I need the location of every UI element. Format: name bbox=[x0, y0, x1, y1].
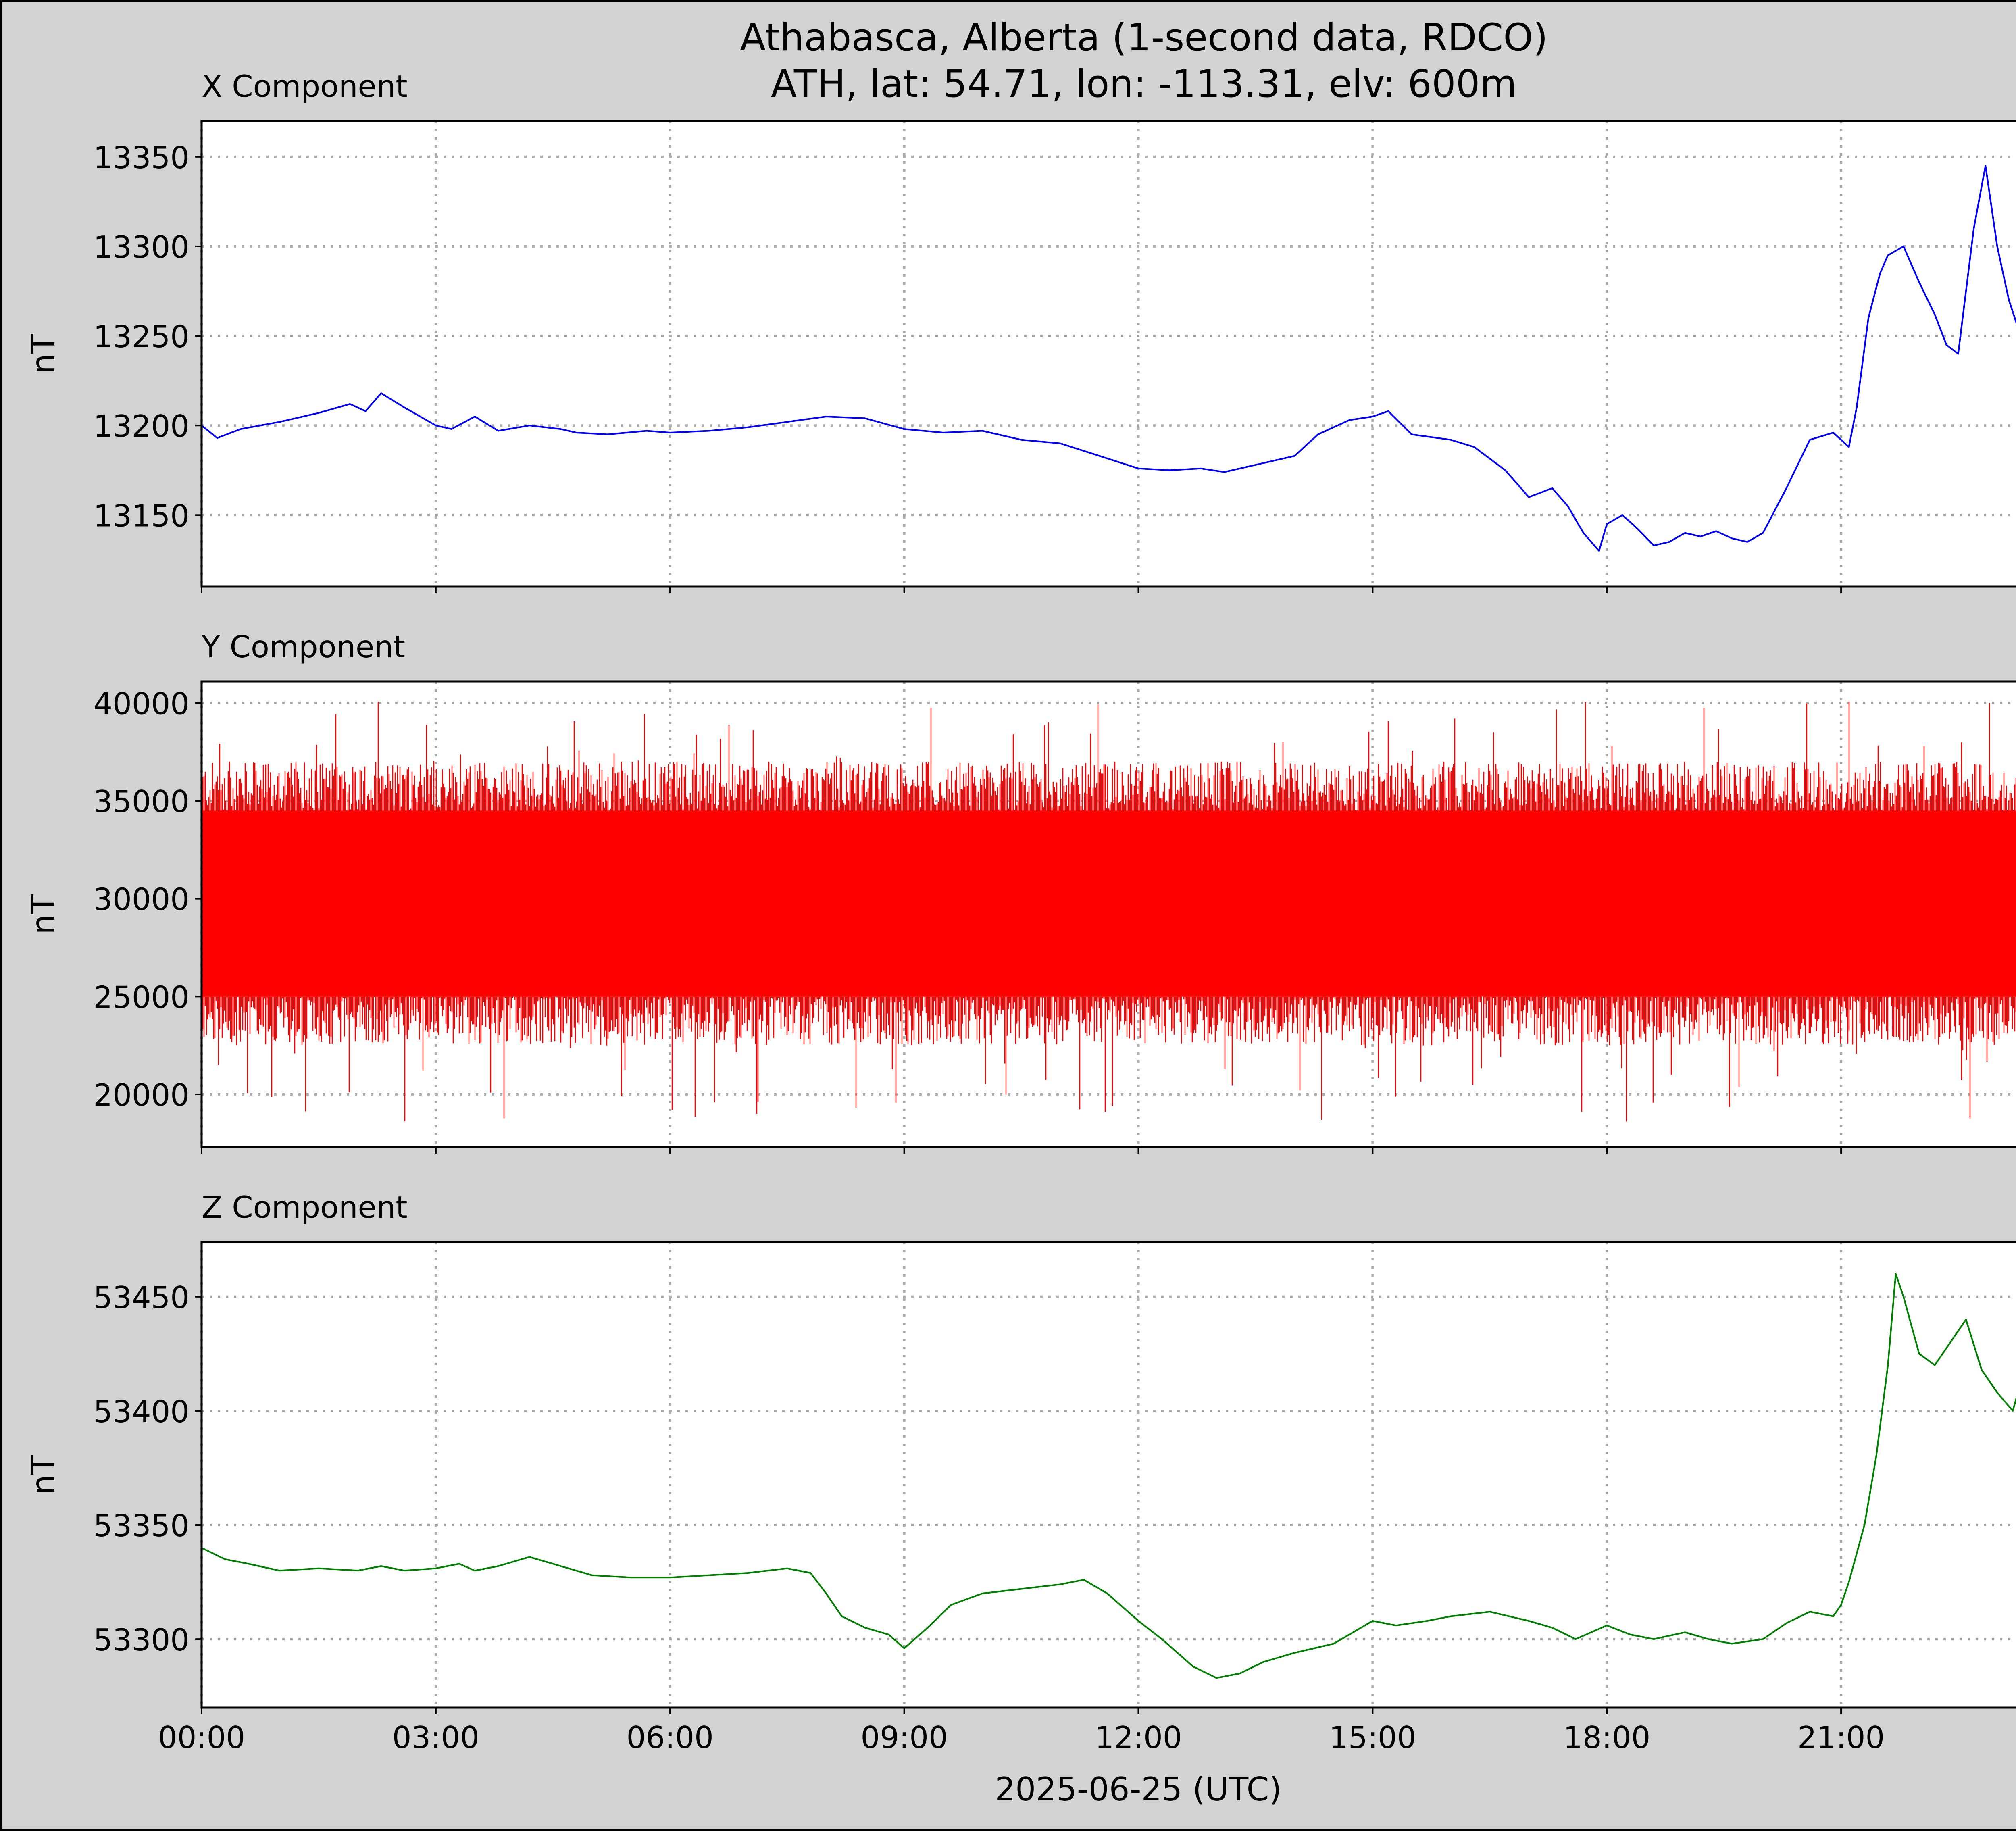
panel-x-series-line bbox=[201, 165, 2016, 552]
y-tick-label: 13250 bbox=[93, 319, 190, 354]
panel-y-series-band bbox=[201, 702, 2016, 1122]
panel-y-ylabel: nT bbox=[25, 894, 62, 935]
panel-x: 13150 13200 13250 13300 13350 X Component nT bbox=[25, 69, 2016, 593]
x-tick-label: 03:00 bbox=[392, 1720, 479, 1755]
x-tick-label: 15:00 bbox=[1329, 1720, 1416, 1755]
panel-x-ylabel: nT bbox=[25, 333, 62, 374]
panel-x-background bbox=[202, 121, 2016, 587]
y-tick-label: 53300 bbox=[93, 1622, 190, 1658]
panel-z-x-ticks bbox=[201, 1708, 1842, 1714]
panel-z-y-ticks: 53300 53350 53400 53450 bbox=[93, 1280, 202, 1658]
panel-z-background bbox=[202, 1242, 2016, 1708]
x-tick-label: 09:00 bbox=[861, 1720, 948, 1755]
y-tick-label: 53350 bbox=[93, 1508, 190, 1544]
x-tick-label: 06:00 bbox=[627, 1720, 714, 1755]
x-tick-label: 18:00 bbox=[1563, 1720, 1650, 1755]
y-tick-label: 53450 bbox=[93, 1280, 190, 1315]
panel-y-title: Y Component bbox=[201, 629, 405, 664]
panel-y: 20000 25000 30000 35000 40000 Y Component nT bbox=[25, 629, 2016, 1154]
y-tick-label: 13300 bbox=[93, 229, 190, 265]
panel-z: 53300 53350 53400 53450 Z Component nT bbox=[25, 1189, 2016, 1714]
panel-z-ylabel: nT bbox=[25, 1454, 62, 1495]
panel-x-y-ticks: 13150 13200 13250 13300 13350 bbox=[93, 140, 202, 533]
figure-title-line2: ATH, lat: 54.71, lon: -113.31, elv: 600m bbox=[771, 62, 1517, 106]
panel-x-title: X Component bbox=[202, 69, 408, 104]
panel-y-y-ticks: 20000 25000 30000 35000 40000 bbox=[93, 686, 202, 1113]
panel-z-grid bbox=[200, 1242, 2016, 1708]
panel-z-title: Z Component bbox=[202, 1189, 408, 1225]
y-tick-label: 13150 bbox=[93, 498, 190, 533]
y-tick-label: 53400 bbox=[93, 1394, 190, 1429]
x-tick-labels: 00:00 03:00 06:00 09:00 12:00 15:00 18:00 21:00 bbox=[158, 1720, 1885, 1755]
y-tick-label: 20000 bbox=[93, 1077, 190, 1113]
y-tick-label: 35000 bbox=[93, 784, 190, 819]
x-tick-label: 21:00 bbox=[1797, 1720, 1885, 1755]
x-tick-label: 00:00 bbox=[158, 1720, 245, 1755]
y-tick-label: 30000 bbox=[93, 882, 190, 917]
y-tick-label: 13200 bbox=[93, 408, 190, 444]
y-tick-label: 25000 bbox=[93, 979, 190, 1015]
figure-title-line1: Athabasca, Alberta (1-second data, RDCO) bbox=[740, 16, 1548, 60]
panel-x-x-ticks bbox=[201, 587, 1842, 593]
y-tick-label: 13350 bbox=[93, 140, 190, 175]
x-axis-label: 2025-06-25 (UTC) bbox=[995, 1771, 1281, 1808]
x-tick-label: 12:00 bbox=[1095, 1720, 1182, 1755]
y-tick-label: 40000 bbox=[93, 686, 190, 721]
panel-z-series-line bbox=[201, 1273, 2016, 1679]
panel-y-x-ticks bbox=[201, 1147, 1842, 1154]
